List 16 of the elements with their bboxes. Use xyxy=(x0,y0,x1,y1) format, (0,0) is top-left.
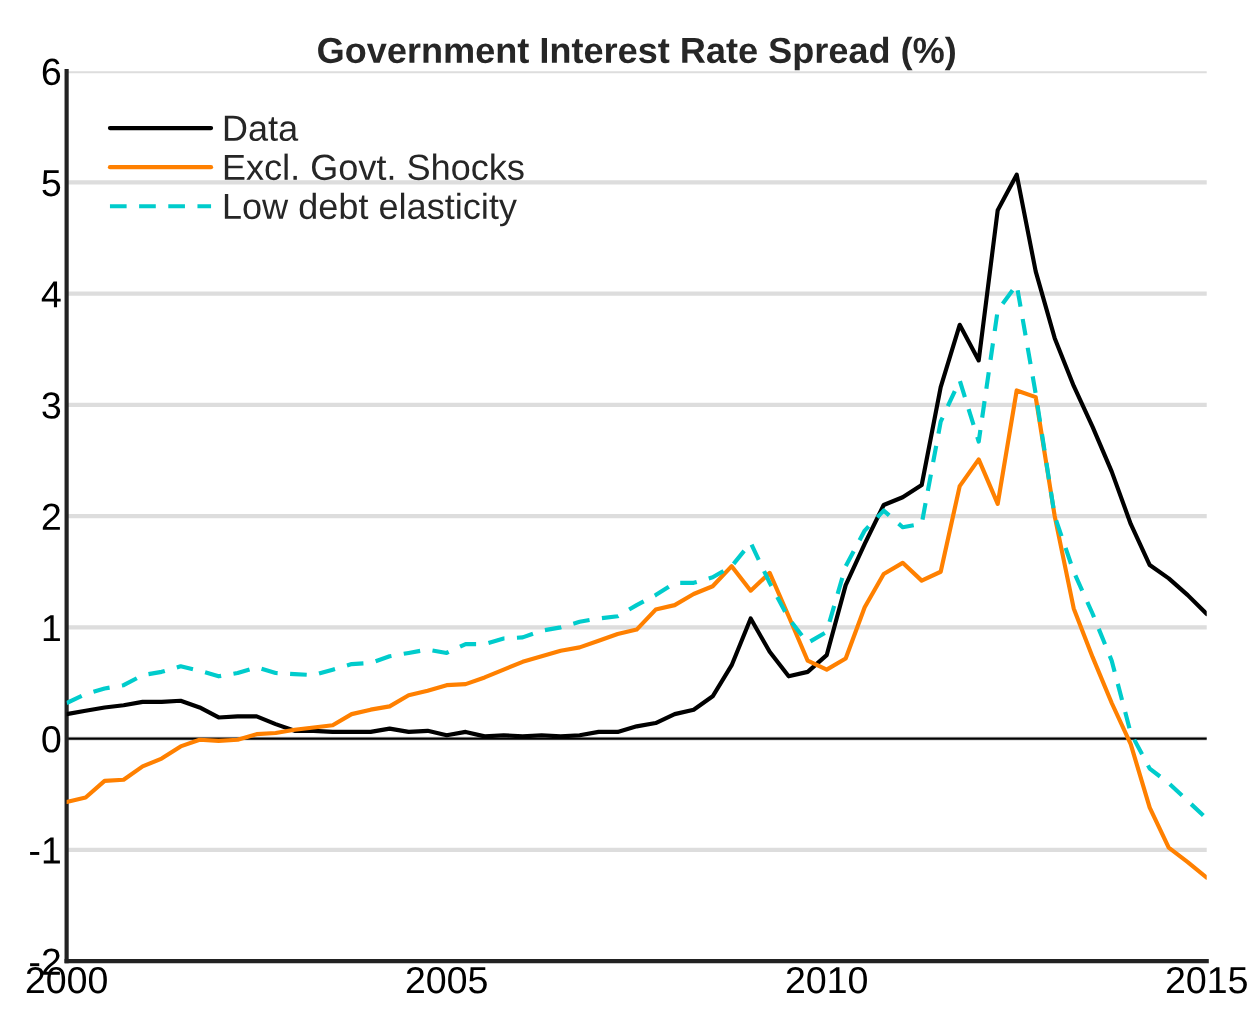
y-tick-label: 6 xyxy=(42,58,61,86)
y-tick-label: -1 xyxy=(30,837,60,864)
y-tick-label: 0 xyxy=(42,726,61,753)
x-tick-label: 2005 xyxy=(406,966,487,994)
y-tick-label: 4 xyxy=(41,281,61,308)
y-tick-label: 3 xyxy=(42,392,61,419)
legend-label: Excl. Govt. Shocks xyxy=(224,153,524,181)
legend-label: Low debt elasticity xyxy=(224,192,517,227)
chart-title: Government Interest Rate Spread (%) xyxy=(318,36,955,71)
y-tick-label: 5 xyxy=(42,170,61,197)
x-tick-label: 2010 xyxy=(786,966,867,994)
legend-label: Data xyxy=(224,115,299,142)
y-tick-label: 1 xyxy=(43,615,60,641)
y-tick-label: 2 xyxy=(42,503,60,530)
x-tick-label: 2015 xyxy=(1166,966,1247,994)
line-series xyxy=(66,388,1207,880)
